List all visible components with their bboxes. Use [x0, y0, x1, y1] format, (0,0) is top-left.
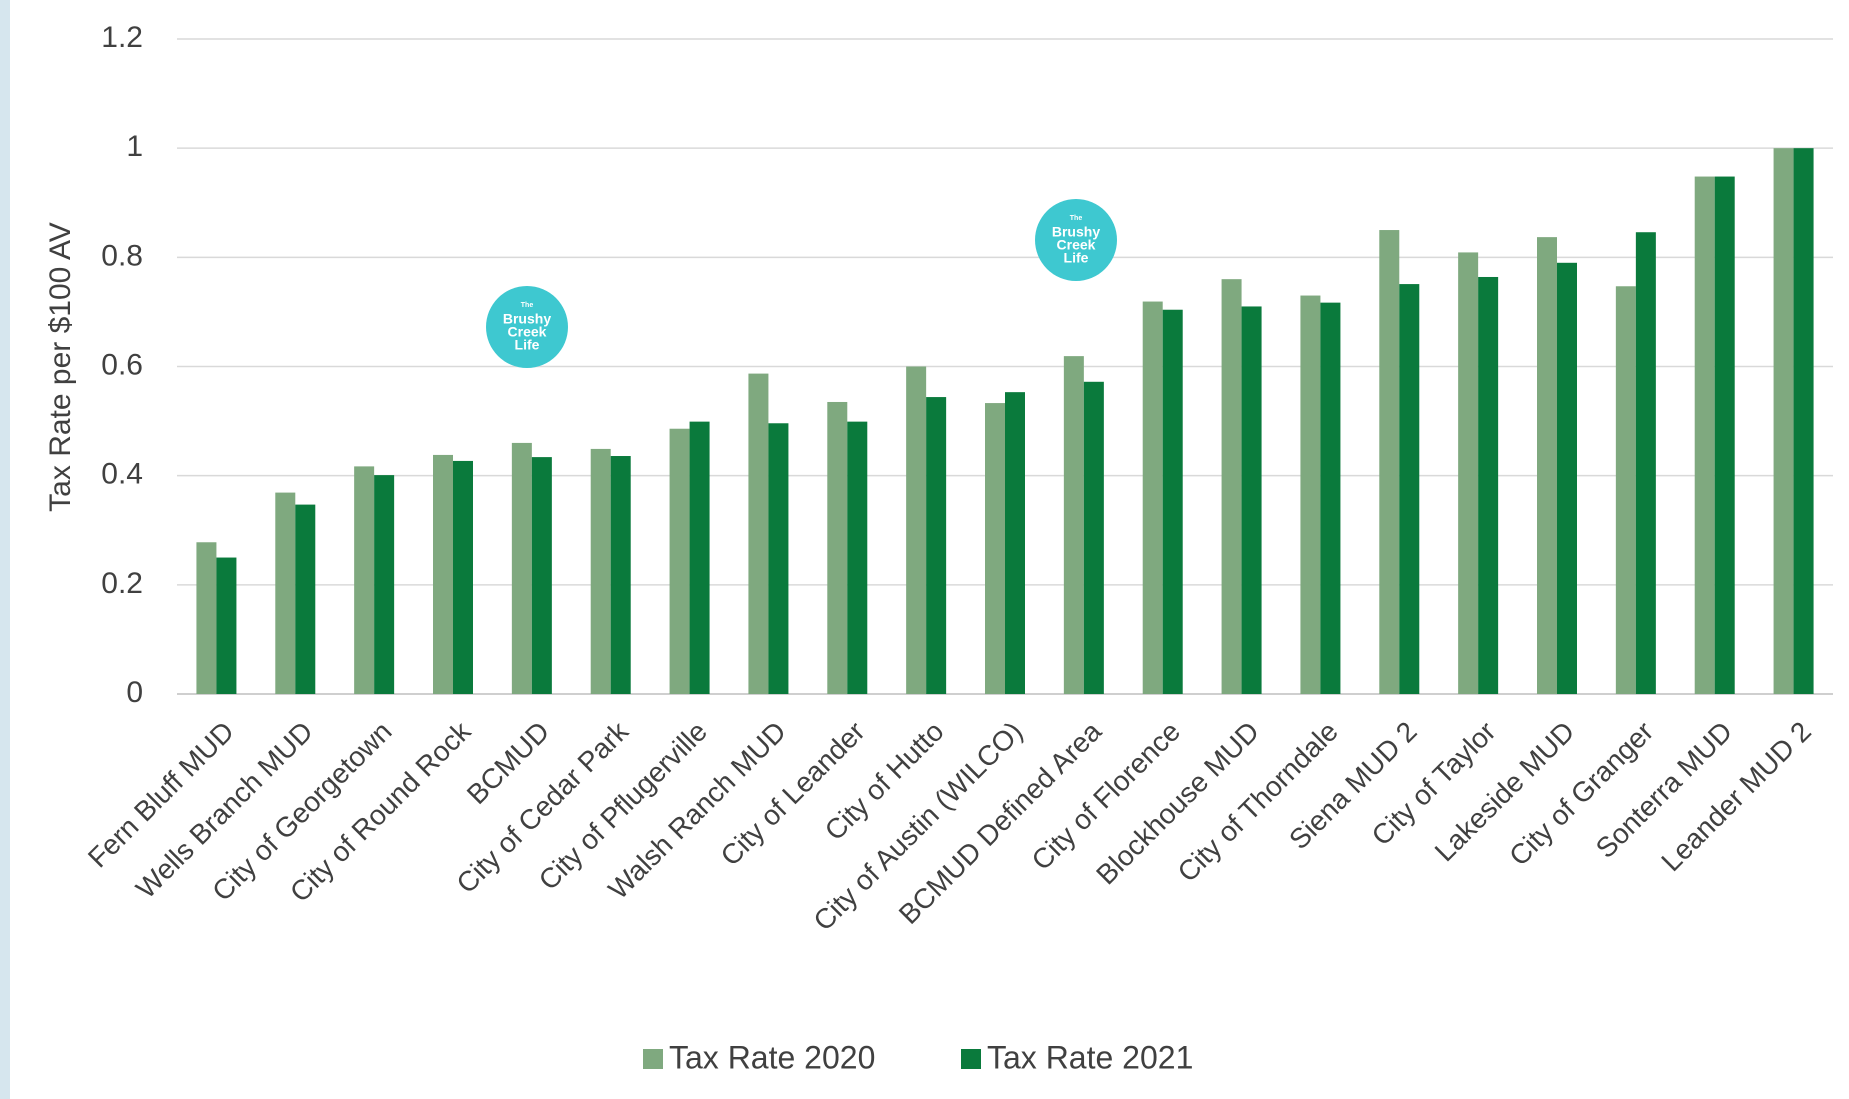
bar	[1162, 309, 1183, 694]
y-tick-label: 0.6	[101, 348, 143, 381]
bar	[590, 448, 611, 694]
bar	[926, 397, 947, 694]
bar	[1241, 306, 1262, 694]
legend-label: Tax Rate 2020	[669, 1039, 875, 1075]
y-tick-label: 0.8	[101, 239, 143, 272]
y-tick-label: 1	[126, 130, 143, 163]
bar	[1635, 232, 1656, 694]
logo-text: Brushy	[503, 311, 551, 327]
bar	[827, 401, 848, 694]
bar	[1142, 301, 1163, 694]
logo-text: Life	[515, 337, 540, 353]
bar	[1300, 295, 1321, 694]
bar	[1478, 276, 1499, 694]
y-axis-title: Tax Rate per $100 AV	[44, 222, 77, 512]
logo-circle	[486, 286, 568, 368]
bar	[1083, 381, 1104, 694]
bar	[985, 403, 1005, 694]
logo-text: Brushy	[1052, 224, 1100, 240]
bar	[610, 456, 631, 694]
bar	[433, 454, 453, 694]
bar	[1458, 252, 1479, 694]
bar	[847, 421, 868, 694]
bar	[1793, 148, 1814, 694]
bar	[689, 421, 710, 694]
bar	[1714, 176, 1735, 695]
bar	[1379, 230, 1400, 694]
bar	[1773, 148, 1794, 694]
bar	[275, 492, 296, 694]
bar	[669, 428, 690, 694]
bar	[1320, 302, 1341, 694]
legend-swatch	[643, 1049, 663, 1069]
bar	[748, 373, 769, 694]
logo-text: Life	[1064, 250, 1089, 266]
y-tick-label: 0.2	[101, 567, 143, 600]
bar	[1557, 262, 1577, 694]
bar	[1221, 279, 1242, 694]
bar	[216, 557, 237, 694]
bar	[511, 442, 532, 694]
left-edge	[0, 0, 10, 1099]
logo-text: Creek	[508, 324, 547, 340]
y-tick-label: 0	[126, 676, 143, 709]
bar	[1399, 284, 1420, 694]
legend-swatch	[961, 1049, 981, 1069]
logo-text: The	[521, 302, 534, 309]
logo-text: Creek	[1057, 237, 1096, 253]
y-tick-label: 1.2	[101, 21, 143, 54]
bar	[1005, 392, 1025, 694]
bar	[374, 475, 395, 694]
bar	[453, 460, 473, 694]
bar	[768, 423, 789, 694]
logo-text: The	[1070, 215, 1083, 222]
bar	[1537, 237, 1557, 694]
y-tick-label: 0.4	[101, 458, 143, 491]
bar	[354, 466, 375, 694]
bar	[1615, 286, 1636, 694]
bar	[295, 504, 316, 694]
legend-label: Tax Rate 2021	[987, 1039, 1193, 1075]
bar	[1694, 176, 1715, 695]
bar	[1063, 356, 1084, 694]
bar	[531, 457, 552, 694]
bar	[906, 366, 927, 694]
bar	[196, 542, 217, 694]
logo-circle	[1035, 199, 1117, 281]
